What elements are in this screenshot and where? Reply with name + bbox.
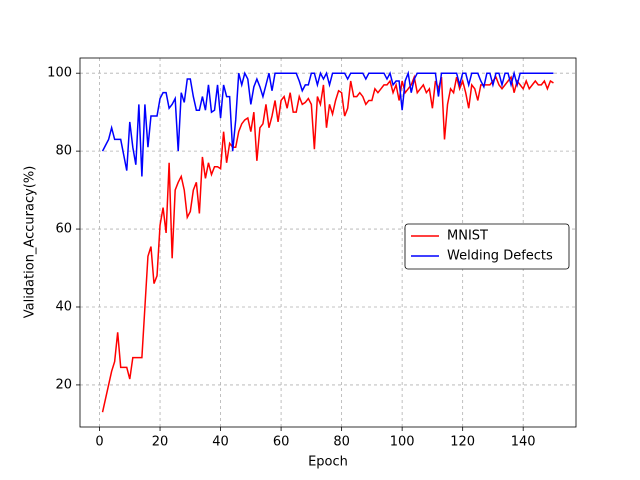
x-tick-label: 120 — [450, 435, 475, 450]
legend-box — [404, 223, 570, 270]
x-tick-label: 100 — [390, 435, 415, 450]
y-tick-label: 60 — [55, 222, 72, 237]
legend-label: Welding Defects — [447, 249, 553, 264]
y-tick-label: 40 — [55, 299, 72, 314]
x-tick-label: 140 — [511, 435, 536, 450]
y-tick-label: 100 — [47, 66, 72, 81]
x-tick-label: 60 — [273, 435, 290, 450]
legend-label: MNIST — [447, 229, 488, 244]
y-axis-label: Validation_Accuracy(%) — [23, 166, 38, 319]
data-line — [101, 74, 554, 413]
data-line — [101, 70, 554, 177]
x-axis-label: Epoch — [308, 455, 348, 470]
x-tick-label: 0 — [95, 435, 103, 450]
x-tick-label: 80 — [333, 435, 350, 450]
y-tick-label: 80 — [55, 144, 72, 159]
axes-frame — [79, 57, 577, 428]
y-tick-label: 20 — [55, 377, 72, 392]
x-tick-label: 40 — [212, 435, 229, 450]
x-tick-label: 20 — [152, 435, 169, 450]
